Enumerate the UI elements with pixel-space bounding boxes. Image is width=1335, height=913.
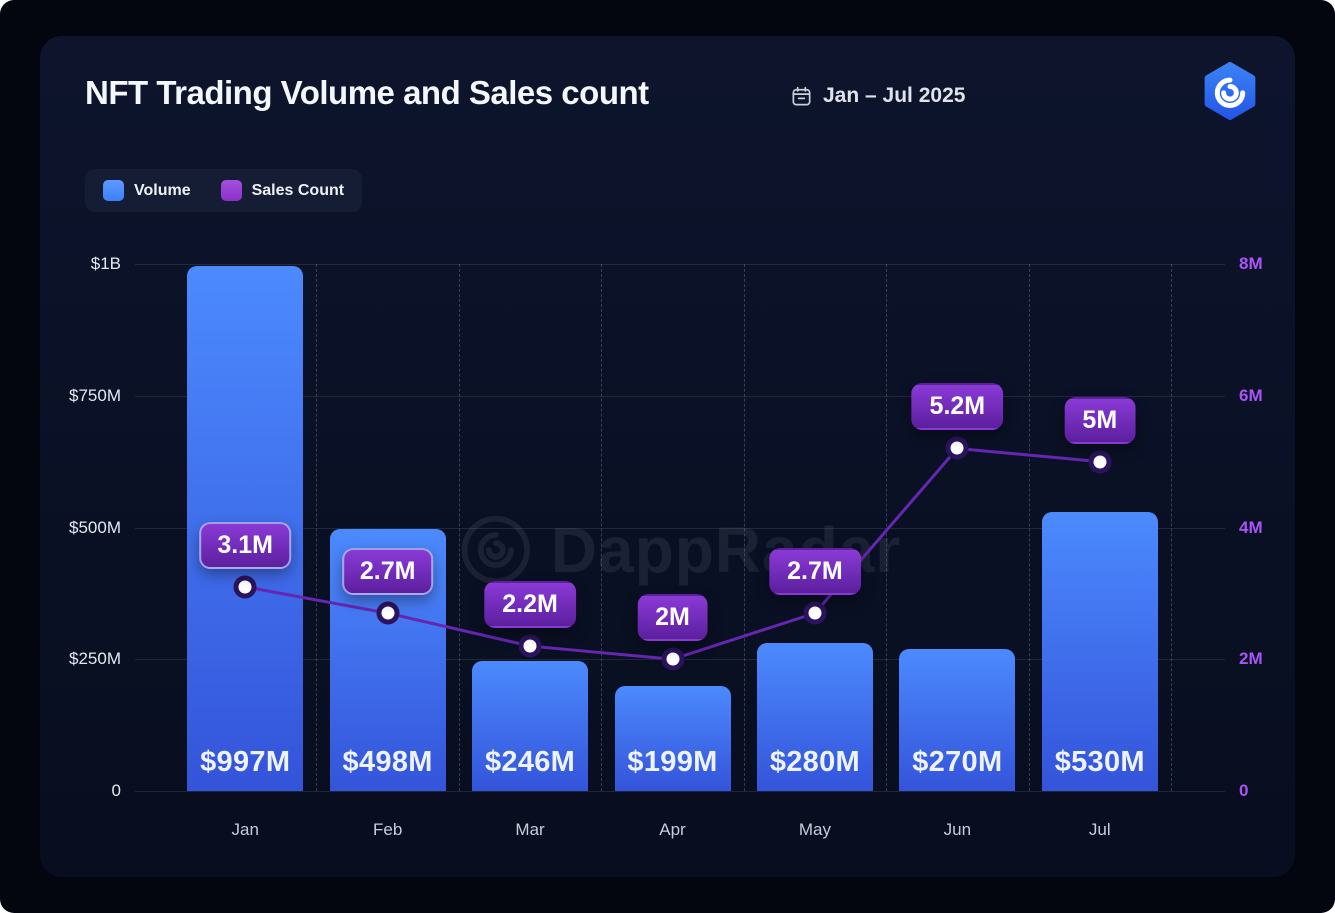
volume-value-label: $530M [1054,746,1145,778]
chart-plot-area: DappRadar $1B $750M $500M $250M 0 8M 6M 4M 2M 0 $9… [69,254,1263,839]
volume-swatch-icon [103,180,124,201]
volume-bar-mar[interactable]: $246M [472,661,589,791]
volume-bar-may[interactable]: $280M [756,643,873,791]
left-axis-tick: $750M [69,385,121,405]
volume-value-label: $270M [912,746,1003,778]
left-axis-tick: $500M [69,517,121,537]
calendar-icon [790,85,813,108]
sales-count-label-jan: 3.1M [199,521,291,569]
sales-count-label-mar: 2.2M [484,581,576,629]
h-gridline [135,791,1225,792]
x-axis-label-feb: Feb [372,820,403,839]
chart-card: NFT Trading Volume and Sales count Jan –… [40,36,1295,877]
page-title: NFT Trading Volume and Sales count [85,74,649,111]
volume-bar-jun[interactable]: $270M [899,648,1016,791]
sales-count-label-may: 2.7M [769,548,861,596]
sales-count-swatch-icon [220,180,242,201]
x-axis-label-apr: Apr [659,820,686,839]
line-point-may[interactable] [803,601,827,625]
volume-bar-jul[interactable]: $530M [1041,511,1158,791]
dappradar-logo[interactable] [1201,62,1259,120]
v-gridline [1171,264,1172,791]
h-gridline [135,527,1225,529]
x-axis-label-jul: Jul [1088,820,1111,839]
sales-count-label-apr: 2M [637,594,708,642]
left-axis-tick: $250M [69,649,121,669]
x-axis-label-may: May [798,820,831,839]
x-axis-label-jan: Jan [231,820,259,839]
v-gridline [601,264,603,791]
right-axis-tick: 6M [1239,385,1263,405]
x-axis-label-mar: Mar [515,820,545,839]
line-point-jan[interactable] [233,575,257,599]
sales-count-label-jun: 5.2M [911,383,1004,431]
v-gridline [886,264,888,791]
v-gridline [458,264,460,791]
volume-value-label: $498M [342,746,433,778]
legend-item-volume[interactable]: Volume [103,180,191,201]
line-point-jun[interactable] [945,436,969,460]
x-axis-label-jun: Jun [943,820,972,839]
h-gridline [135,395,1225,397]
volume-value-label: $280M [769,746,860,778]
date-range-label: Jan – Jul 2025 [823,84,966,107]
dappradar-logo-icon [1204,62,1256,120]
v-gridline [1028,264,1030,791]
right-axis-tick: 8M [1239,254,1263,273]
line-point-jul[interactable] [1088,450,1112,474]
legend: Volume Sales Count [85,169,363,212]
volume-value-label: $997M [200,746,291,778]
left-axis-tick: 0 [111,781,121,800]
line-point-feb[interactable] [376,601,400,625]
left-axis-tick: $1B [90,254,121,273]
sales-count-label-feb: 2.7M [341,548,434,596]
legend-label-sales-count: Sales Count [251,181,345,199]
v-gridline [316,264,318,791]
volume-bar-apr[interactable]: $199M [614,686,731,791]
volume-value-label: $246M [484,746,576,778]
line-point-mar[interactable] [518,634,542,658]
date-range: Jan – Jul 2025 [790,84,965,108]
right-axis-tick: 2M [1239,649,1263,669]
legend-item-sales-count[interactable]: Sales Count [220,180,345,201]
volume-value-label: $199M [627,746,718,778]
sales-count-line-chart [244,446,1100,661]
sales-count-label-jul: 5M [1064,396,1136,444]
v-gridline [743,264,745,791]
line-point-apr[interactable] [661,647,684,671]
h-gridline [135,264,1225,265]
right-axis-tick: 4M [1239,517,1263,537]
right-axis-tick: 0 [1239,781,1249,800]
legend-label-volume: Volume [134,181,191,199]
